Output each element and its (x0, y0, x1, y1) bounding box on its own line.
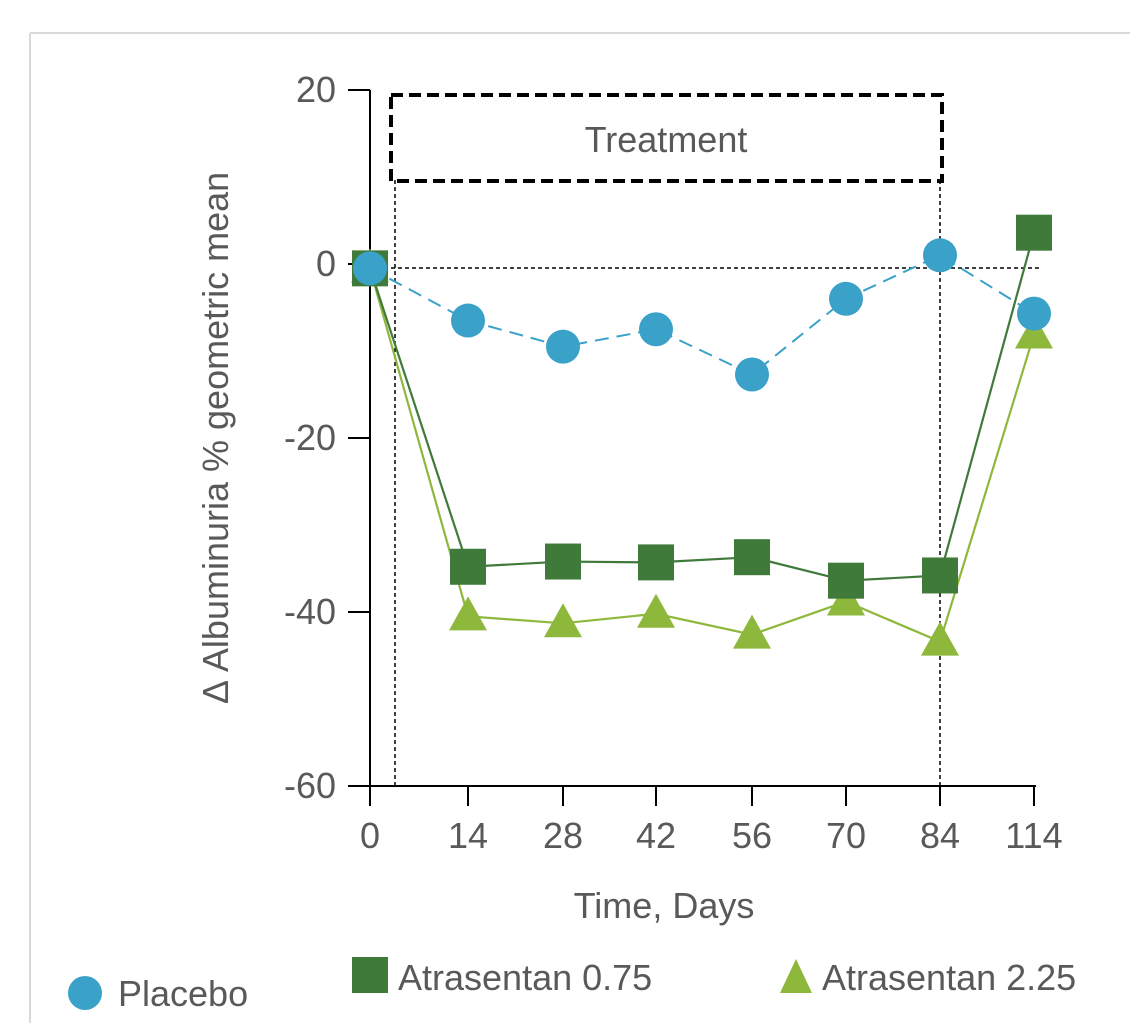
x-tick-label: 42 (636, 815, 676, 856)
data-point (735, 357, 769, 392)
data-point (639, 312, 673, 347)
x-tick-label: 28 (543, 815, 583, 856)
x-tick-label: 14 (448, 815, 488, 856)
data-point (449, 596, 487, 631)
legend-item-atrasentan_225: Atrasentan 2.25 (780, 957, 1076, 998)
y-tick-label: 20 (296, 69, 336, 110)
series-atrasentan_075 (352, 214, 1052, 599)
legend-marker (780, 959, 812, 993)
y-axis-title: Δ Albuminuria % geometric mean (195, 172, 236, 704)
x-ticks: 0 14 28 42 56 70 84 114 (360, 786, 1063, 856)
treatment-label: Treatment (585, 119, 748, 160)
y-ticks: 20 0 -20 -40 -60 (284, 69, 370, 806)
data-point (544, 603, 582, 638)
x-tick-label: 70 (826, 815, 866, 856)
treatment-box (389, 93, 944, 183)
x-axis-title: Time, Days (574, 885, 755, 926)
legend: Placebo Atrasentan 0.75 Atrasentan 2.25 (68, 957, 1076, 1014)
y-tick-label: -20 (284, 417, 336, 458)
legend-label: Atrasentan 0.75 (398, 957, 652, 998)
y-tick-label: -60 (284, 765, 336, 806)
data-point (828, 562, 864, 599)
y-tick-label: -40 (284, 591, 336, 632)
data-point (638, 544, 674, 581)
x-tick-label: 114 (1005, 815, 1062, 856)
data-point (923, 238, 957, 273)
x-tick-label: 84 (920, 815, 960, 856)
data-point (734, 539, 770, 576)
legend-label: Placebo (118, 973, 248, 1014)
data-point (353, 251, 387, 286)
data-point (637, 593, 675, 628)
legend-item-placebo: Placebo (68, 973, 248, 1014)
x-tick-label: 56 (732, 815, 772, 856)
data-point (922, 557, 958, 594)
y-tick-label: 0 (316, 243, 336, 284)
data-point (450, 548, 486, 585)
legend-marker (68, 976, 102, 1010)
series-line (368, 268, 1036, 644)
legend-item-atrasentan_075: Atrasentan 0.75 (352, 957, 652, 998)
treatment-annotation: Treatment (389, 93, 944, 786)
data-point (451, 303, 485, 338)
data-point (1015, 314, 1053, 349)
data-point (829, 281, 863, 316)
series-line (369, 254, 1035, 376)
data-point (1017, 296, 1051, 331)
series-placebo (353, 238, 1051, 392)
data-point (921, 621, 959, 656)
x-tick-label: 0 (360, 815, 380, 856)
series-layer (351, 214, 1053, 656)
legend-marker (352, 957, 388, 993)
data-point (733, 614, 771, 649)
series-line (368, 232, 1036, 582)
data-point (1016, 214, 1052, 251)
data-point (545, 543, 581, 580)
data-point (546, 329, 580, 364)
legend-label: Atrasentan 2.25 (822, 957, 1076, 998)
